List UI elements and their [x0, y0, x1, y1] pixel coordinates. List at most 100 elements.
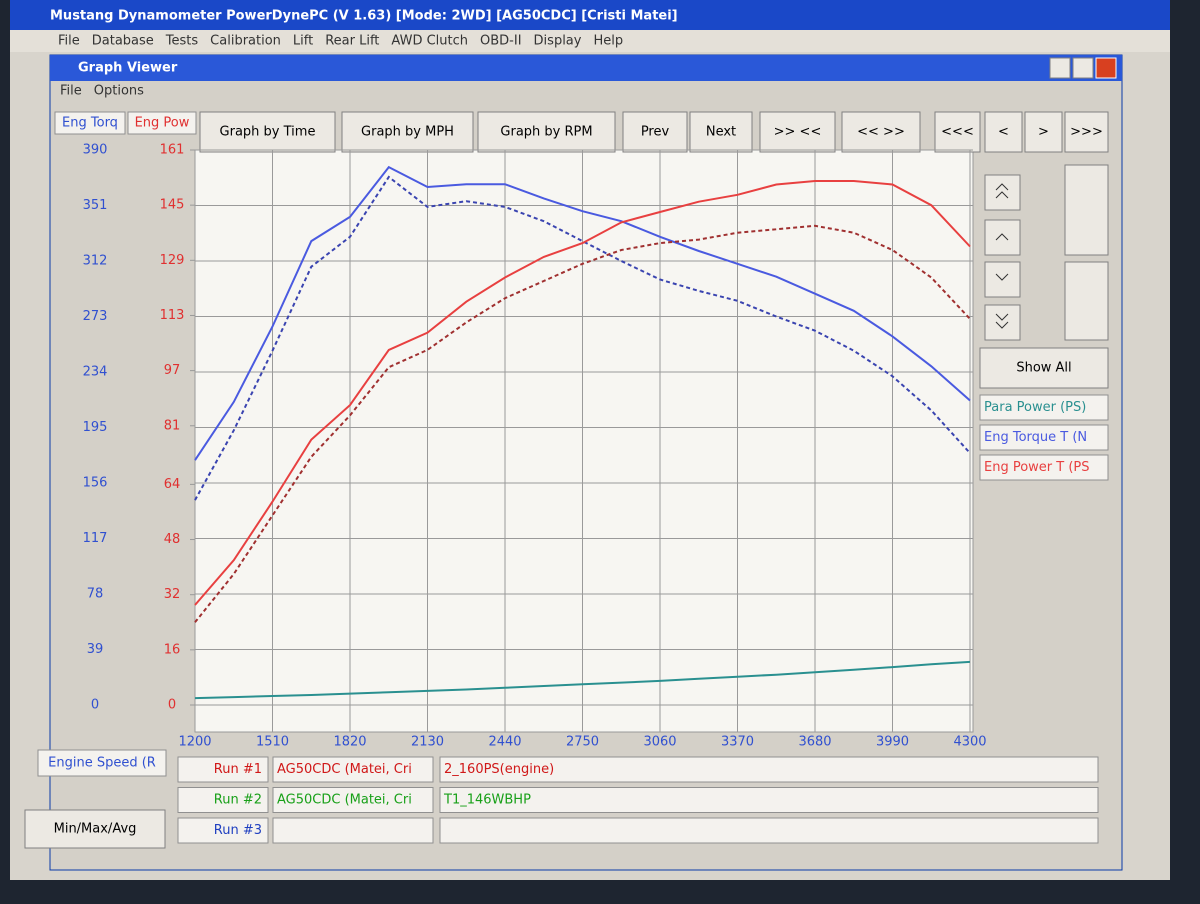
y-tick-label: 273 — [83, 309, 108, 324]
x-tick-label: 1200 — [178, 735, 211, 750]
viewer-menu-item[interactable]: File — [60, 84, 82, 99]
page-up-button[interactable] — [1064, 261, 1109, 341]
toolbar-button-label: Prev — [641, 125, 670, 140]
data-line — [194, 224, 971, 623]
toolbar-button-label: Graph by RPM — [500, 125, 592, 140]
toolbar-button-label: Graph by MPH — [361, 125, 454, 140]
viewer-title: Graph Viewer — [78, 61, 178, 76]
scroll-up-button[interactable] — [984, 219, 1021, 256]
toolbar-button-label: >> << — [774, 125, 822, 140]
run-vehicle-box — [272, 787, 434, 813]
viewer-menu-item[interactable]: Options — [94, 84, 144, 99]
menu-item[interactable]: Help — [593, 34, 623, 49]
menu-item[interactable]: AWD Clutch — [391, 34, 468, 49]
legend-box — [979, 424, 1109, 451]
y-tick-label: 156 — [83, 476, 108, 491]
run-test-box — [439, 787, 1099, 813]
run-label-box — [177, 817, 269, 844]
toolbar-button[interactable] — [759, 111, 836, 153]
window-title: Mustang Dynamometer PowerDynePC (V 1.63)… — [50, 9, 678, 24]
y-tick-label: 39 — [87, 642, 104, 657]
x-tick-label: 4300 — [953, 735, 986, 750]
min-max-avg-button[interactable] — [24, 809, 166, 849]
run-vehicle: AG50CDC (Matei, Cri — [277, 762, 412, 777]
x-tick-label: 2440 — [488, 735, 521, 750]
show-all-label: Show All — [1016, 361, 1071, 376]
y-tick-label: 390 — [83, 143, 108, 158]
y2-tick-label: 129 — [160, 253, 185, 268]
maximize-button[interactable] — [1072, 57, 1094, 79]
min-max-avg-label: Min/Max/Avg — [54, 822, 137, 837]
y2-tick-label: 16 — [164, 642, 181, 657]
toolbar-button-label: <<< — [941, 125, 974, 140]
menu-item[interactable]: File — [58, 34, 80, 49]
y2-tick-label: 145 — [160, 198, 185, 213]
x-axis-header — [37, 749, 167, 777]
run-label: Run #3 — [214, 823, 262, 838]
scroll-bottom-button[interactable] — [984, 304, 1021, 341]
legend-entry: Eng Power T (PS — [984, 460, 1090, 475]
x-tick-label: 3680 — [798, 735, 831, 750]
y2-tick-label: 81 — [164, 418, 181, 433]
y2-tick-label: 113 — [160, 308, 185, 323]
x-tick-label: 2750 — [566, 735, 599, 750]
toolbar-button-label: > — [1038, 125, 1049, 140]
x-tick-label: 1820 — [333, 735, 366, 750]
run-test: 2_160PS(engine) — [444, 762, 554, 777]
run-label-box — [177, 756, 269, 783]
toolbar-button[interactable] — [1024, 111, 1063, 153]
y-tick-label: 312 — [83, 254, 108, 269]
run-vehicle-box — [272, 756, 434, 783]
x-tick-label: 3990 — [876, 735, 909, 750]
x-tick-label: 2130 — [411, 735, 444, 750]
show-all-button[interactable] — [979, 347, 1109, 389]
menu-item[interactable]: OBD-II — [480, 34, 522, 49]
viewer-title-bar — [50, 55, 1122, 81]
x-axis-label: Engine Speed (R — [48, 756, 156, 771]
toolbar-button[interactable] — [341, 111, 474, 153]
menu-item[interactable]: Lift — [293, 34, 313, 49]
page-down-button[interactable] — [1064, 164, 1109, 256]
legend-box — [979, 394, 1109, 421]
toolbar-button-label: Next — [706, 125, 736, 140]
y2-tick-label: 48 — [164, 532, 181, 547]
y2-tick-label: 0 — [168, 698, 176, 713]
run-test-box — [439, 817, 1099, 844]
y-axis-label: Eng Torq — [62, 116, 118, 131]
y2-tick-label: 97 — [164, 363, 181, 378]
y2-tick-label: 64 — [164, 477, 181, 492]
toolbar-button[interactable] — [199, 111, 336, 153]
run-label: Run #1 — [214, 762, 262, 777]
menu-item[interactable]: Display — [534, 34, 582, 49]
menu-item[interactable]: Database — [92, 34, 154, 49]
toolbar-button-label: Graph by Time — [220, 125, 316, 140]
toolbar-button[interactable] — [1064, 111, 1109, 153]
menu-item[interactable]: Rear Lift — [325, 34, 379, 49]
run-test-box — [439, 756, 1099, 783]
y2-axis-header — [127, 111, 197, 135]
toolbar-button[interactable] — [841, 111, 921, 153]
y2-tick-label: 32 — [164, 587, 181, 602]
toolbar-button[interactable] — [984, 111, 1023, 153]
toolbar-button[interactable] — [934, 111, 981, 153]
x-tick-label: 3060 — [643, 735, 676, 750]
close-button[interactable] — [1095, 57, 1117, 79]
toolbar-button-label: >>> — [1070, 125, 1103, 140]
run-label-box — [177, 787, 269, 813]
run-vehicle-box — [272, 817, 434, 844]
data-line — [194, 165, 971, 461]
toolbar-button[interactable] — [622, 111, 688, 153]
run-test: T1_146WBHP — [443, 793, 531, 808]
legend-box — [979, 454, 1109, 481]
y2-tick-label: 161 — [160, 143, 185, 158]
legend-entry: Eng Torque T (N — [984, 430, 1087, 445]
menu-item[interactable]: Calibration — [210, 34, 281, 49]
minimize-button[interactable] — [1049, 57, 1071, 79]
scroll-arrows — [995, 183, 1009, 329]
toolbar-button[interactable] — [689, 111, 753, 153]
legend-entry: Para Power (PS) — [984, 400, 1086, 415]
menu-item[interactable]: Tests — [165, 34, 199, 49]
run-vehicle: AG50CDC (Matei, Cri — [277, 793, 412, 808]
toolbar-button[interactable] — [477, 111, 616, 153]
